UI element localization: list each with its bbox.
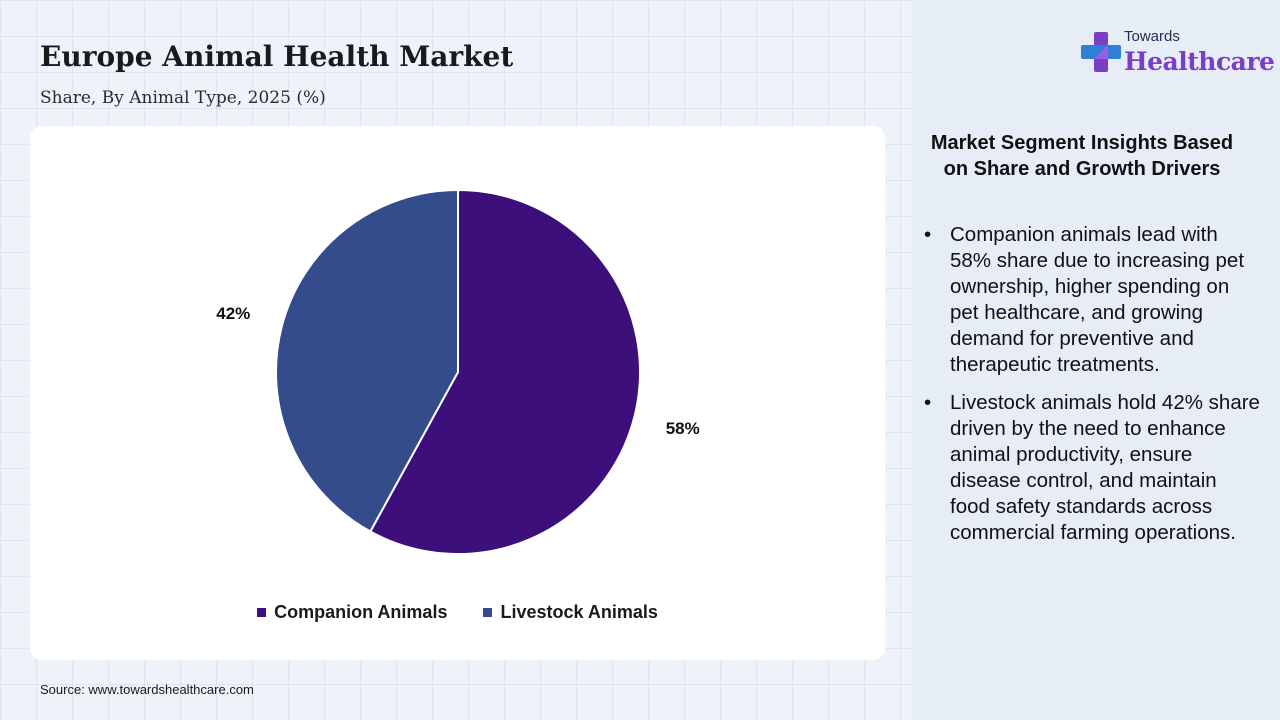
- pie-slice-livestock-animals: [275, 188, 459, 533]
- legend-item-livestock-animals: Livestock Animals: [483, 602, 658, 623]
- source-note: Source: www.towardshealthcare.com: [40, 682, 254, 697]
- data-label-companion-animals: 58%: [666, 419, 700, 438]
- legend-item-companion-animals: Companion Animals: [257, 602, 447, 623]
- page-title: Europe Animal Health Market: [40, 40, 514, 73]
- pie-chart: 58% 42%: [216, 188, 700, 555]
- insight-text-livestock: Livestock animals hold 42% share driven …: [950, 391, 1260, 544]
- insight-bullet-livestock: • Livestock animals hold 42% share driven…: [922, 390, 1262, 546]
- insight-bullet-companion: • Companion animals lead with 58% share d…: [922, 222, 1262, 378]
- logo-text-line1: Towards: [1124, 28, 1180, 45]
- chart-card: 58% 42% Companion Animals Livestock Anima…: [30, 126, 885, 660]
- logo-text-line2: Healthcare: [1124, 47, 1275, 76]
- legend-label-companion-animals: Companion Animals: [274, 602, 448, 622]
- legend-swatch-companion-animals: [257, 608, 267, 617]
- insight-text-companion: Companion animals lead with 58% share du…: [950, 223, 1245, 376]
- pie-slice-companion-animals: [368, 188, 641, 555]
- chart-legend: Companion Animals Livestock Animals: [30, 602, 885, 623]
- insights-title: Market Segment Insights Based on Share a…: [930, 132, 1234, 180]
- medical-cross-icon: [1081, 32, 1121, 72]
- insights-panel: [912, 0, 1280, 720]
- bullet-icon: •: [924, 223, 932, 246]
- legend-label-livestock-animals: Livestock Animals: [500, 602, 658, 622]
- bullet-icon: •: [924, 391, 932, 414]
- legend-swatch-livestock-animals: [483, 608, 493, 617]
- insights-list: • Companion animals lead with 58% share d…: [922, 222, 1262, 558]
- data-label-livestock-animals: 42%: [216, 304, 250, 323]
- page-subtitle: Share, By Animal Type, 2025 (%): [40, 88, 326, 108]
